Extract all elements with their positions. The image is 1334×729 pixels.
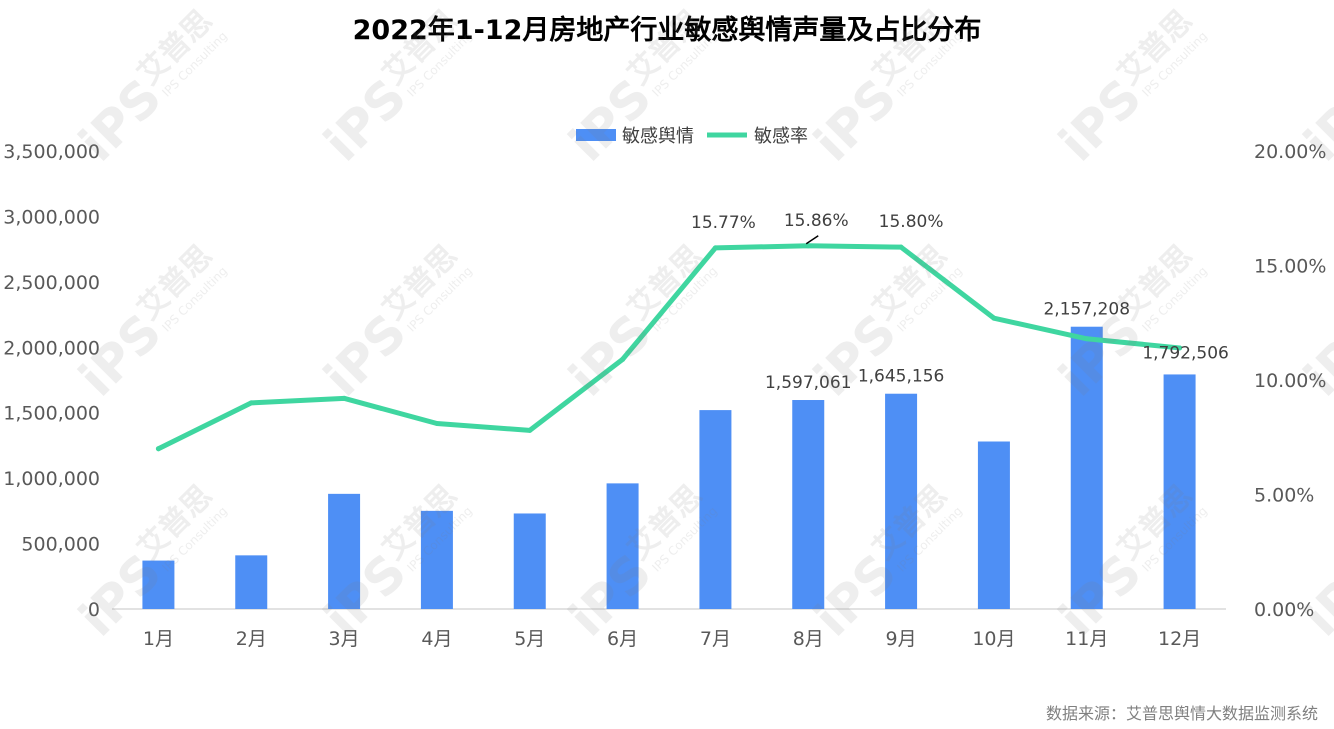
left-tick-label: 500,000 <box>21 534 100 556</box>
line-point[interactable] <box>620 356 626 362</box>
right-tick-label: 0.00% <box>1254 599 1314 621</box>
x-tick-label: 8月 <box>793 628 824 650</box>
line-point[interactable] <box>341 395 347 401</box>
bar[interactable] <box>699 410 732 609</box>
right-tick-label: 10.00% <box>1254 370 1326 392</box>
legend-label-bar[interactable]: 敏感舆情 <box>622 126 694 147</box>
bar[interactable] <box>1163 374 1196 609</box>
x-tick-label: 10月 <box>972 628 1015 650</box>
bar[interactable] <box>420 510 453 609</box>
line-data-label: 15.77% <box>691 213 756 233</box>
bar[interactable] <box>513 513 546 609</box>
bar[interactable] <box>328 493 361 609</box>
bar[interactable] <box>1070 326 1103 609</box>
source-note: 数据来源：艾普思舆情大数据监测系统 <box>1045 704 1318 723</box>
left-tick-label: 3,500,000 <box>3 141 100 163</box>
x-tick-label: 11月 <box>1065 628 1108 650</box>
x-tick-label: 4月 <box>421 628 452 650</box>
right-tick-label: 15.00% <box>1254 256 1326 278</box>
legend-label-line[interactable]: 敏感率 <box>754 126 808 147</box>
x-tick-label: 2月 <box>236 628 267 650</box>
line-point[interactable] <box>712 245 718 251</box>
line-point[interactable] <box>248 400 254 406</box>
bar-data-label: 1,645,156 <box>858 367 945 387</box>
leader-line <box>805 235 819 245</box>
right-tick-label: 5.00% <box>1254 485 1314 507</box>
line-point[interactable] <box>1084 336 1090 342</box>
bar[interactable] <box>792 400 825 609</box>
bar[interactable] <box>142 560 175 609</box>
bar[interactable] <box>977 441 1010 609</box>
line-point[interactable] <box>1177 345 1183 351</box>
left-tick-label: 1,000,000 <box>3 468 100 490</box>
x-tick-label: 6月 <box>607 628 638 650</box>
bar-data-label: 1,597,061 <box>765 373 852 393</box>
line-point[interactable] <box>527 427 533 433</box>
line-series <box>155 243 1183 452</box>
chart-title: 2022年1-12月房地产行业敏感舆情声量及占比分布 <box>352 15 982 46</box>
line-point[interactable] <box>991 315 997 321</box>
left-tick-label: 3,000,000 <box>3 206 100 228</box>
bar[interactable] <box>235 555 268 609</box>
legend-swatch-bar[interactable] <box>576 129 616 141</box>
x-axis-ticks: 1月 2月 3月 4月 5月 6月 7月 8月 9月 10月 11月 12月 <box>143 628 1201 650</box>
bar-data-label: 1,792,506 <box>1142 343 1229 363</box>
left-axis-ticks: 0 500,000 1,000,000 1,500,000 2,000,000 2,500… <box>3 141 100 621</box>
legend[interactable]: 敏感舆情 敏感率 <box>576 126 808 147</box>
bar[interactable] <box>606 483 639 609</box>
left-tick-label: 2,500,000 <box>3 272 100 294</box>
x-tick-label: 3月 <box>329 628 360 650</box>
right-axis-ticks: 0.00% 5.00% 10.00% 15.00% 20.00% <box>1254 141 1326 621</box>
line-point[interactable] <box>898 244 904 250</box>
line-data-label: 15.80% <box>879 212 944 232</box>
data-labels: 1,597,061 1,645,156 2,157,208 1,792,506 15.7… <box>691 211 1229 393</box>
line-point[interactable] <box>155 446 161 452</box>
x-tick-label: 12月 <box>1158 628 1201 650</box>
x-tick-label: 1月 <box>143 628 174 650</box>
left-tick-label: 2,000,000 <box>3 337 100 359</box>
bar-series <box>142 326 1196 609</box>
x-tick-label: 7月 <box>700 628 731 650</box>
left-tick-label: 0 <box>88 599 100 621</box>
bar[interactable] <box>885 393 918 609</box>
x-tick-label: 5月 <box>514 628 545 650</box>
bar-data-label: 2,157,208 <box>1043 300 1130 320</box>
line-path[interactable] <box>155 243 1183 452</box>
line-point[interactable] <box>805 243 811 249</box>
right-tick-label: 20.00% <box>1254 141 1326 163</box>
line-point[interactable] <box>434 421 440 427</box>
line-data-label: 15.86% <box>784 211 849 231</box>
x-tick-label: 9月 <box>886 628 917 650</box>
left-tick-label: 1,500,000 <box>3 403 100 425</box>
